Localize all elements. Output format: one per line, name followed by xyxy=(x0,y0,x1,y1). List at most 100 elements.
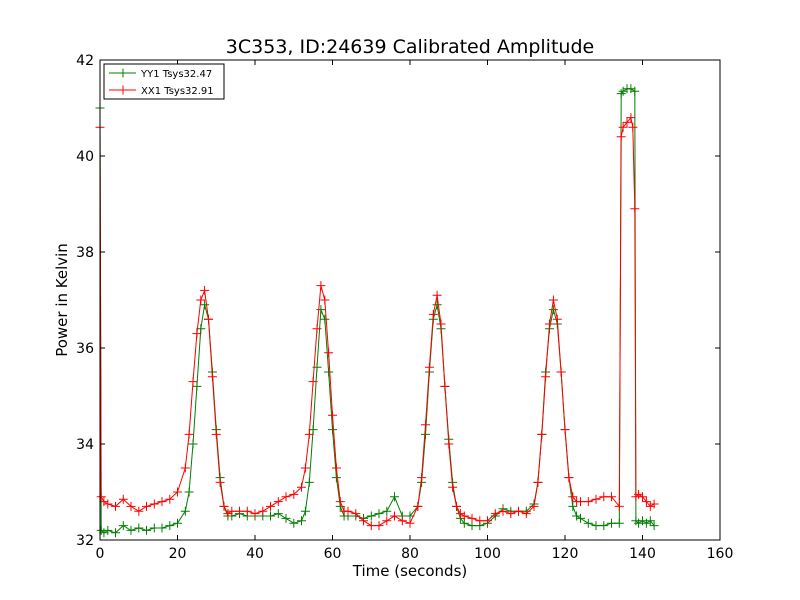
x-tick-label: 80 xyxy=(401,546,419,562)
data-point xyxy=(634,489,644,499)
data-point xyxy=(188,377,198,387)
data-point xyxy=(432,290,442,300)
data-point xyxy=(614,501,624,511)
x-tick-label: 60 xyxy=(324,546,342,562)
data-point xyxy=(374,521,384,531)
data-point xyxy=(649,499,659,509)
data-point xyxy=(351,509,361,519)
data-point xyxy=(196,295,206,305)
data-point xyxy=(118,521,128,531)
data-point xyxy=(572,511,582,521)
x-tick-label: 40 xyxy=(246,546,264,562)
data-point xyxy=(111,501,120,511)
data-point xyxy=(134,523,144,533)
data-point xyxy=(359,516,368,526)
data-point xyxy=(366,511,376,521)
data-point xyxy=(514,506,523,516)
data-point xyxy=(645,501,655,511)
legend-marker-yy1 xyxy=(118,68,128,78)
data-point xyxy=(459,511,469,521)
data-point xyxy=(638,492,647,502)
data-point xyxy=(331,473,341,483)
data-point xyxy=(583,518,593,528)
data-point xyxy=(618,86,628,96)
data-point xyxy=(273,509,283,519)
x-tick-label: 140 xyxy=(629,546,656,562)
data-point xyxy=(103,499,113,509)
data-point xyxy=(498,506,508,516)
data-point xyxy=(173,487,182,497)
data-point xyxy=(343,506,353,516)
data-point xyxy=(397,516,407,526)
data-point xyxy=(331,463,341,473)
x-tick-label: 120 xyxy=(552,546,579,562)
data-point xyxy=(374,509,384,519)
data-point xyxy=(490,509,500,519)
data-point xyxy=(436,319,446,329)
data-point xyxy=(250,509,260,519)
data-point xyxy=(366,521,376,531)
data-point xyxy=(103,525,113,535)
data-point xyxy=(390,492,399,502)
data-point xyxy=(428,309,438,319)
data-point xyxy=(96,492,106,502)
data-point xyxy=(448,482,458,492)
data-point xyxy=(432,300,442,310)
data-point xyxy=(134,506,144,516)
data-point xyxy=(281,492,291,502)
data-point xyxy=(424,362,434,372)
data-point xyxy=(622,117,632,127)
data-point xyxy=(591,494,601,504)
data-point xyxy=(157,497,167,507)
data-point xyxy=(483,516,492,526)
data-point xyxy=(618,122,628,132)
x-tick-label: 20 xyxy=(169,546,187,562)
data-point xyxy=(548,305,558,315)
data-point xyxy=(235,506,244,516)
y-tick-label: 38 xyxy=(76,245,94,261)
data-point xyxy=(157,523,167,533)
data-point xyxy=(556,367,566,377)
data-point xyxy=(204,314,213,324)
x-tick-label: 100 xyxy=(474,546,501,562)
y-axis-label: Power in Kelvin xyxy=(53,243,71,357)
data-point xyxy=(165,521,175,531)
x-tick-label: 0 xyxy=(96,546,105,562)
data-point xyxy=(200,285,210,295)
data-point xyxy=(99,497,109,507)
data-point xyxy=(405,518,415,528)
data-point xyxy=(630,86,640,96)
data-point xyxy=(200,300,210,310)
data-point xyxy=(475,516,485,526)
data-point xyxy=(219,501,229,511)
data-point xyxy=(328,425,337,435)
data-point xyxy=(614,518,624,528)
data-point xyxy=(99,528,109,538)
data-point xyxy=(541,372,551,382)
data-point xyxy=(142,525,151,535)
data-point xyxy=(118,494,128,504)
data-point xyxy=(223,509,233,519)
data-point xyxy=(568,501,578,511)
data-point xyxy=(126,525,136,535)
data-point xyxy=(630,204,640,214)
data-point xyxy=(180,506,190,516)
data-point xyxy=(149,499,159,509)
legend-label-yy1: YY1 Tsys32.47 xyxy=(140,69,212,80)
data-point xyxy=(184,429,194,439)
data-point xyxy=(533,477,543,487)
data-point xyxy=(607,492,616,502)
data-point xyxy=(537,429,547,439)
data-point xyxy=(390,511,399,521)
data-point xyxy=(560,425,570,435)
data-point xyxy=(142,501,151,511)
data-point xyxy=(320,295,330,305)
data-point xyxy=(266,501,275,511)
data-point xyxy=(320,314,330,324)
data-point xyxy=(645,516,655,526)
data-point xyxy=(335,497,345,507)
data-point xyxy=(173,518,182,528)
data-point xyxy=(649,521,659,531)
data-point xyxy=(308,377,318,387)
